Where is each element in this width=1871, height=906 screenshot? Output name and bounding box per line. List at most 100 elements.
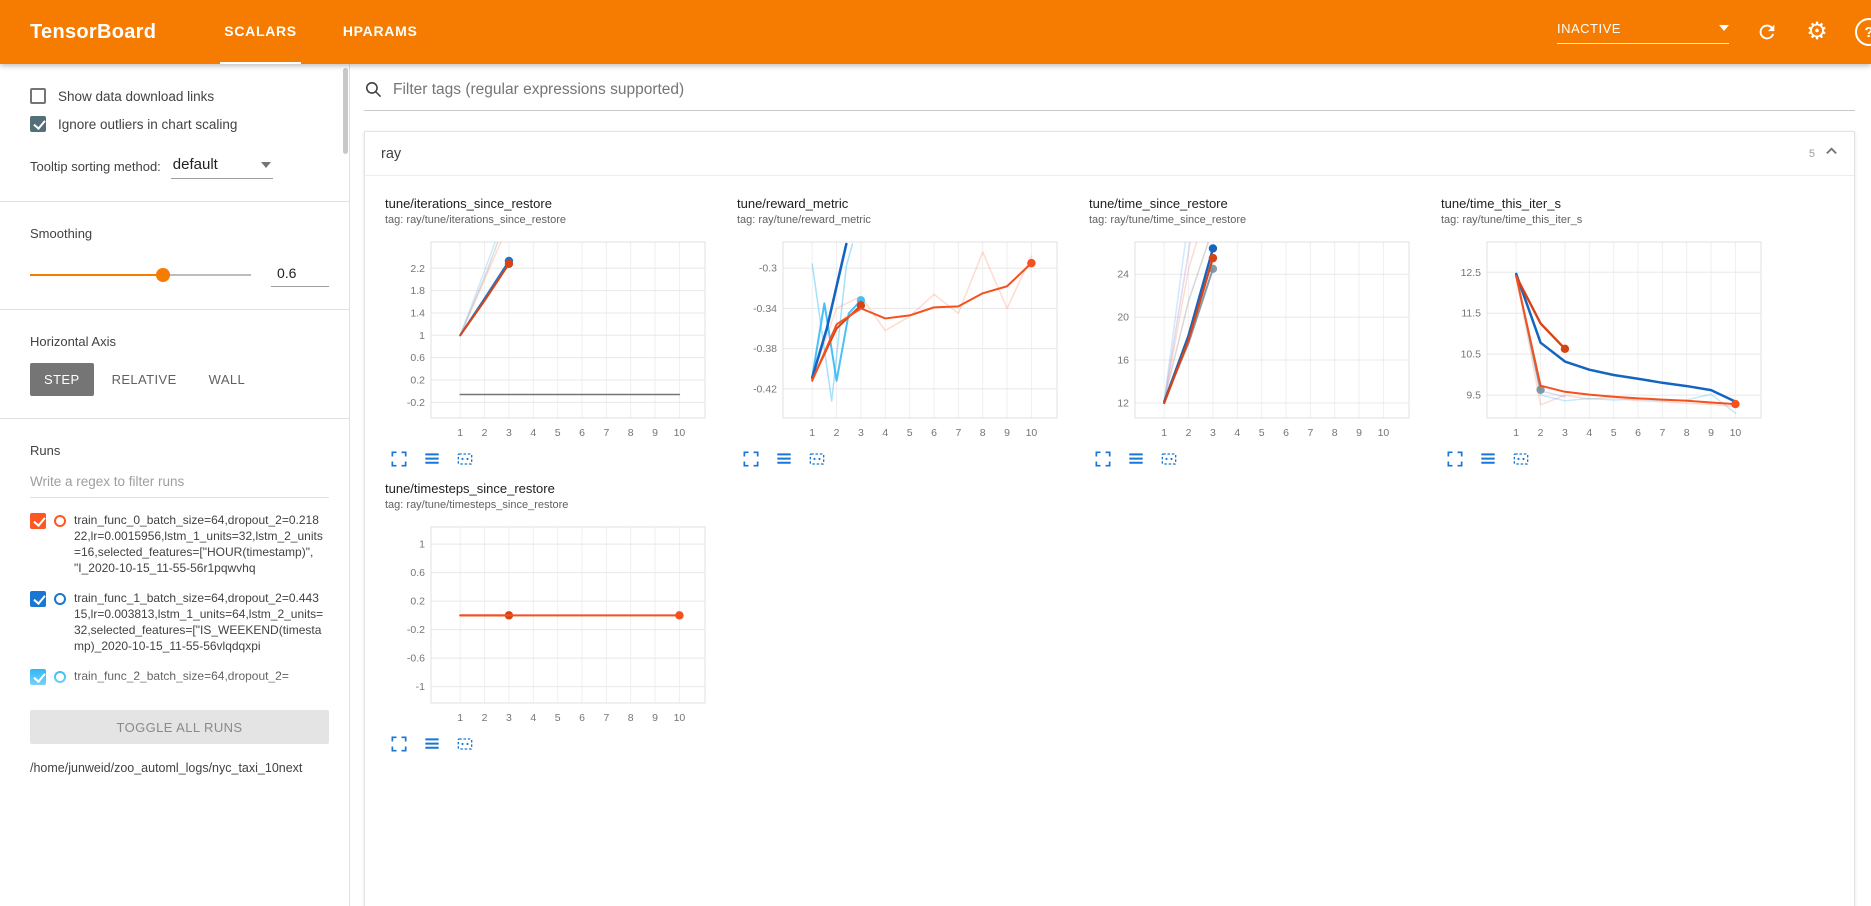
run-label: train_func_1_batch_size=64,dropout_2=0.4… (74, 591, 324, 653)
selected-runs-icon[interactable] (774, 449, 794, 469)
smoothing-value[interactable]: 0.6 (271, 263, 329, 287)
tag-filter-bar (364, 80, 1855, 111)
expand-chart-icon[interactable] (1445, 449, 1465, 469)
run-checkbox-icon[interactable] (30, 669, 46, 685)
pin-card-icon[interactable] (1511, 449, 1531, 469)
svg-text:10.5: 10.5 (1461, 349, 1482, 361)
svg-text:9: 9 (652, 427, 658, 439)
svg-text:7: 7 (603, 712, 609, 724)
svg-text:6: 6 (579, 427, 585, 439)
chevron-down-icon (1719, 25, 1729, 31)
run-color-radio-icon[interactable] (54, 515, 66, 527)
pin-card-icon[interactable] (807, 449, 827, 469)
svg-text:-0.6: -0.6 (407, 653, 425, 665)
line-chart[interactable]: 1 2 3 4 5 6 7 8 9 10 9.5 10.5 11.5 12.5 (1441, 232, 1771, 444)
svg-text:3: 3 (1562, 427, 1568, 439)
svg-text:9: 9 (652, 712, 658, 724)
svg-text:10: 10 (674, 427, 686, 439)
expand-chart-icon[interactable] (389, 449, 409, 469)
divider (0, 418, 349, 419)
svg-text:5: 5 (1611, 427, 1617, 439)
expand-chart-icon[interactable] (741, 449, 761, 469)
chart-title: tune/reward_metric (737, 196, 849, 211)
svg-text:9: 9 (1004, 427, 1010, 439)
svg-text:1: 1 (1161, 427, 1167, 439)
run-list-item[interactable]: train_func_1_batch_size=64,dropout_2=0.4… (30, 590, 329, 654)
run-list-item[interactable]: train_func_2_batch_size=64,dropout_2= (30, 668, 329, 685)
tooltip-sorting-dropdown[interactable]: default (170, 154, 273, 179)
charts-grid: tune/iterations_since_restore tag: ray/tu… (365, 176, 1854, 780)
svg-text:10: 10 (674, 712, 686, 724)
svg-text:2: 2 (1186, 427, 1192, 439)
expand-chart-icon[interactable] (1093, 449, 1113, 469)
refresh-icon[interactable] (1755, 20, 1779, 44)
tag-group-name: ray (381, 145, 402, 162)
pin-card-icon[interactable] (455, 449, 475, 469)
chart-card: tune/reward_metric tag: ray/tune/reward_m… (737, 196, 1081, 469)
svg-text:6: 6 (1635, 427, 1641, 439)
chart-card: tune/time_this_iter_s tag: ray/tune/time_… (1441, 196, 1785, 469)
selected-runs-icon[interactable] (422, 734, 442, 754)
svg-text:-0.38: -0.38 (753, 343, 777, 355)
axis-step-button[interactable]: STEP (30, 363, 94, 396)
svg-text:1.8: 1.8 (410, 285, 425, 297)
pin-card-icon[interactable] (1159, 449, 1179, 469)
line-chart[interactable]: 1 2 3 4 5 6 7 8 9 10 -0.42 -0.38 -0.34 -0.3 (737, 232, 1067, 444)
runs-list: train_func_0_batch_size=64,dropout_2=0.2… (30, 512, 329, 710)
smoothing-slider[interactable] (30, 268, 251, 282)
pin-card-icon[interactable] (455, 734, 475, 754)
checkbox-unchecked-icon[interactable] (30, 88, 46, 104)
chart-card: tune/iterations_since_restore tag: ray/tu… (385, 196, 729, 469)
expand-chart-icon[interactable] (389, 734, 409, 754)
runs-filter-input[interactable] (30, 468, 329, 498)
line-chart[interactable]: 1 2 3 4 5 6 7 8 9 10 -0.2 0.2 0.6 1 1.4 1.8 2.2 (385, 232, 715, 444)
axis-wall-button[interactable]: WALL (195, 363, 260, 396)
selected-runs-icon[interactable] (1126, 449, 1146, 469)
svg-text:7: 7 (955, 427, 961, 439)
svg-text:3: 3 (1210, 427, 1216, 439)
run-checkbox-icon[interactable] (30, 591, 46, 607)
svg-text:6: 6 (931, 427, 937, 439)
selected-runs-icon[interactable] (1478, 449, 1498, 469)
tab-hparams[interactable]: HPARAMS (342, 23, 418, 39)
selected-runs-icon[interactable] (422, 449, 442, 469)
svg-text:12: 12 (1117, 397, 1129, 409)
svg-text:-0.34: -0.34 (753, 303, 777, 315)
svg-text:1: 1 (457, 427, 463, 439)
horizontal-axis-label: Horizontal Axis (30, 334, 116, 349)
chart-title: tune/time_this_iter_s (1441, 196, 1561, 211)
svg-text:-0.42: -0.42 (753, 383, 777, 395)
smoothing-row: 0.6 (30, 263, 329, 287)
svg-text:-1: -1 (416, 681, 425, 693)
run-color-radio-icon[interactable] (54, 593, 66, 605)
tag-filter-input[interactable] (393, 80, 1855, 99)
slider-thumb[interactable] (155, 268, 170, 282)
svg-text:10: 10 (1730, 427, 1742, 439)
chart-title: tune/timesteps_since_restore (385, 481, 555, 496)
chart-actions (741, 449, 1081, 469)
svg-text:2: 2 (1538, 427, 1544, 439)
checkbox-checked-icon[interactable] (30, 116, 46, 132)
status-dropdown[interactable]: INACTIVE (1557, 21, 1729, 44)
chevron-up-icon[interactable] (1825, 145, 1838, 163)
runs-label: Runs (30, 443, 61, 458)
svg-text:8: 8 (1332, 427, 1338, 439)
tag-group-header[interactable]: ray 5 (365, 132, 1854, 176)
axis-relative-button[interactable]: RELATIVE (98, 363, 191, 396)
ignore-outliers-toggle[interactable]: Ignore outliers in chart scaling (30, 116, 329, 132)
line-chart[interactable]: 1 2 3 4 5 6 7 8 9 10 -1 -0.6 -0.2 0.2 0.6 1 (385, 517, 715, 729)
svg-text:1: 1 (457, 712, 463, 724)
toggle-all-runs-button[interactable]: TOGGLE ALL RUNS (30, 710, 329, 744)
help-icon[interactable]: ? (1855, 18, 1871, 46)
sidebar-scrollbar[interactable] (343, 68, 348, 154)
settings-gear-icon[interactable]: ⚙ (1806, 18, 1828, 45)
run-color-radio-icon[interactable] (54, 671, 66, 683)
run-checkbox-icon[interactable] (30, 513, 46, 529)
show-download-links-toggle[interactable]: Show data download links (30, 88, 329, 104)
tab-scalars[interactable]: SCALARS (220, 0, 301, 64)
svg-text:10: 10 (1378, 427, 1390, 439)
chart-actions (389, 449, 729, 469)
svg-text:1: 1 (809, 427, 815, 439)
run-list-item[interactable]: train_func_0_batch_size=64,dropout_2=0.2… (30, 512, 329, 576)
